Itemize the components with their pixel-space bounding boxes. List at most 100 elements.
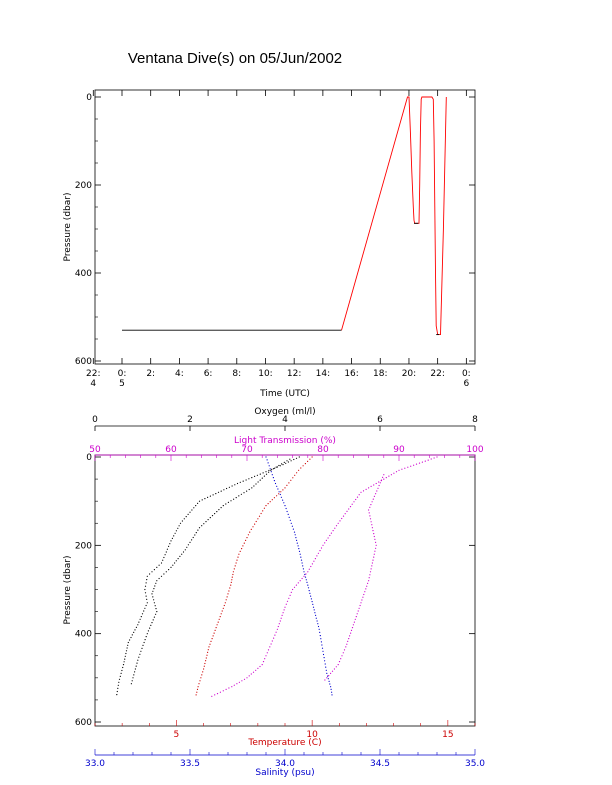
profile-point-light <box>265 655 267 657</box>
profile-point-oxygen <box>134 629 136 631</box>
profile-point-light <box>278 623 280 625</box>
profile-point-oxygen <box>293 458 295 461</box>
profile-point-temperature <box>197 686 199 688</box>
profile-point-light <box>355 616 357 618</box>
profile-point-light <box>373 495 375 497</box>
profile-point-oxygen <box>278 464 280 467</box>
profile-point-salinity <box>330 686 332 688</box>
profile-point-oxygen <box>172 564 174 566</box>
profile-point-salinity <box>274 482 277 485</box>
profile-point-oxygen <box>175 530 177 532</box>
profile-point-light <box>331 670 334 672</box>
profile-point-light <box>273 637 275 639</box>
y-tick-label-top: 400 <box>75 269 92 279</box>
profile-point-oxygen <box>130 636 132 639</box>
profile-point-oxygen <box>160 575 163 577</box>
y-tick-label-bottom: 400 <box>75 630 92 640</box>
profile-point-light <box>383 474 385 476</box>
profile-point-light <box>368 580 370 582</box>
light-tick-label: 80 <box>317 445 329 455</box>
profile-point-salinity <box>269 468 271 470</box>
profile-point-salinity <box>295 537 297 539</box>
profile-point-oxygen <box>239 481 241 483</box>
profile-point-temperature <box>300 467 302 469</box>
light-tick-label: 90 <box>393 445 405 455</box>
profile-point-oxygen <box>171 537 173 540</box>
profile-point-salinity <box>331 694 333 696</box>
profile-point-oxygen <box>279 465 281 467</box>
profile-point-oxygen <box>256 474 258 476</box>
profile-point-light <box>370 485 372 487</box>
profile-point-oxygen <box>295 457 298 459</box>
profile-point-light <box>337 664 339 666</box>
profile-point-oxygen <box>198 527 201 529</box>
profile-point-light <box>398 469 400 471</box>
profile-point-oxygen <box>144 607 146 609</box>
profile-point-light <box>280 617 282 619</box>
profile-point-temperature <box>236 559 238 561</box>
profile-point-light <box>401 468 403 470</box>
profile-point-salinity <box>330 688 332 691</box>
profile-point-oxygen <box>117 684 119 686</box>
profile-point-light <box>282 612 284 614</box>
profile-point-oxygen <box>126 647 128 649</box>
profile-point-temperature <box>282 489 284 491</box>
profile-point-oxygen <box>155 613 157 615</box>
profile-point-oxygen <box>144 588 146 591</box>
profile-point-oxygen <box>290 460 292 462</box>
profile-point-light <box>374 550 376 552</box>
profile-point-light <box>385 477 387 479</box>
profile-point-light <box>361 599 363 601</box>
profile-point-oxygen <box>257 481 259 483</box>
profile-point-oxygen <box>141 647 143 650</box>
profile-point-salinity <box>276 485 278 487</box>
profile-point-oxygen <box>182 551 185 553</box>
profile-point-temperature <box>231 576 233 578</box>
profile-point-oxygen <box>124 655 126 657</box>
profile-point-light <box>375 547 377 549</box>
profile-point-oxygen <box>120 672 122 675</box>
profile-point-salinity <box>331 691 333 693</box>
profile-point-light <box>330 532 332 534</box>
profile-point-temperature <box>198 683 200 685</box>
profile-point-oxygen <box>185 516 187 518</box>
profile-point-light <box>277 625 279 628</box>
profile-point-light <box>345 646 347 648</box>
profile-point-temperature <box>241 548 243 550</box>
profile-point-temperature <box>246 537 248 539</box>
profile-point-light <box>285 603 287 605</box>
profile-point-oxygen <box>152 596 154 598</box>
profile-point-light <box>374 538 376 541</box>
profile-point-oxygen <box>123 661 125 663</box>
profile-point-temperature <box>232 573 234 576</box>
profile-point-oxygen <box>145 582 147 584</box>
profile-point-oxygen <box>166 548 168 550</box>
profile-point-light <box>293 586 296 588</box>
profile-point-light <box>373 535 375 538</box>
profile-point-temperature <box>242 545 244 547</box>
profile-point-salinity <box>301 562 303 564</box>
profile-point-oxygen <box>169 543 171 545</box>
profile-point-oxygen <box>263 475 265 477</box>
profile-point-light <box>257 667 259 670</box>
y-axis-label-top: Pressure (dbar) <box>63 193 73 262</box>
profile-point-temperature <box>216 624 218 626</box>
profile-point-temperature <box>201 674 203 676</box>
profile-point-salinity <box>321 647 324 649</box>
profile-point-salinity <box>315 614 317 617</box>
profile-point-oxygen <box>228 486 230 488</box>
profile-point-oxygen <box>174 532 176 534</box>
profile-point-oxygen <box>240 493 242 495</box>
profile-point-salinity <box>325 666 327 668</box>
profile-point-oxygen <box>254 475 256 477</box>
profile-point-oxygen <box>242 480 244 482</box>
profile-point-salinity <box>292 528 294 530</box>
profile-point-light <box>404 467 406 469</box>
profile-point-light <box>350 632 352 634</box>
profile-point-light <box>264 658 266 660</box>
profile-point-light <box>365 488 367 490</box>
profile-point-salinity <box>327 675 329 677</box>
profile-point-oxygen <box>146 598 148 601</box>
profile-point-light <box>301 577 303 580</box>
profile-point-oxygen <box>146 602 148 604</box>
